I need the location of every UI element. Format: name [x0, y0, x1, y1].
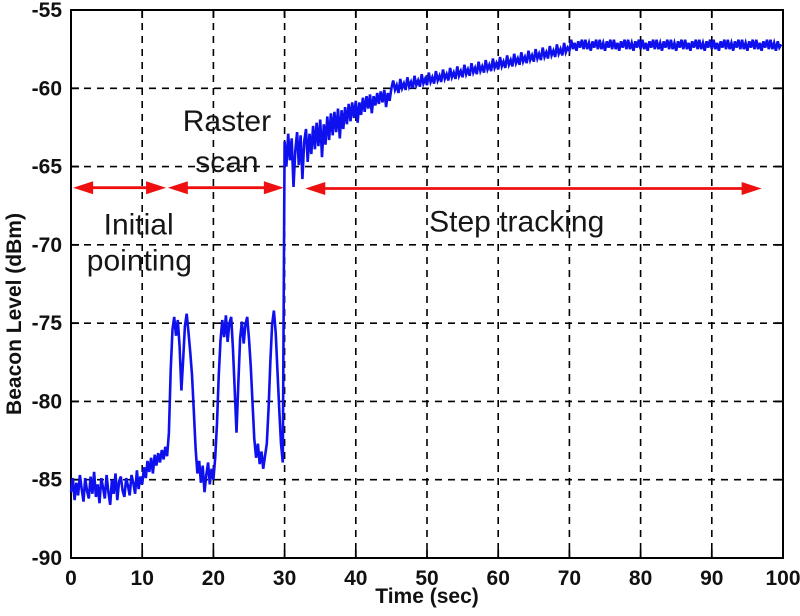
tick-marks-layer	[70, 9, 784, 559]
y-axis-tick-label: -60	[32, 77, 62, 100]
x-axis-title: Time (sec)	[375, 585, 479, 608]
y-axis-tick-label: -70	[32, 234, 62, 257]
y-axis-tick-label: -75	[32, 312, 63, 335]
y-axis-tick-label: -80	[32, 390, 62, 413]
phase-annotation-text: scan	[195, 146, 258, 179]
x-axis-tick-label: 30	[273, 567, 296, 590]
grid-layer	[71, 10, 783, 558]
x-axis-tick-label: 50	[415, 567, 438, 590]
x-axis-tick-label: 70	[558, 567, 581, 590]
phase-arrow-head-left	[73, 181, 94, 195]
phase-arrow-head-left	[305, 181, 326, 195]
x-axis-tick-label: 100	[765, 567, 800, 590]
y-axis-tick-label: -85	[32, 469, 63, 492]
beacon-trace-line	[69, 37, 783, 505]
y-axis-tick-label: -55	[32, 0, 63, 22]
phase-arrow-head-right	[146, 181, 167, 195]
x-axis-tick-label: 10	[131, 567, 154, 590]
axis-labels-layer: Time (sec) Beacon Level (dBm)	[3, 213, 479, 608]
phase-arrow-head-right	[263, 181, 284, 195]
phase-annotation-text: pointing	[87, 245, 192, 278]
phase-arrows-layer	[73, 181, 762, 195]
phase-arrow-head-left	[167, 181, 188, 195]
y-axis-tick-label: -65	[32, 156, 63, 179]
phase-annotation-text: Step tracking	[429, 205, 604, 238]
phase-annotation-text: Raster	[183, 105, 271, 138]
y-axis-tick-label: -90	[32, 547, 62, 570]
signal-trace-layer	[69, 37, 783, 505]
x-axis-tick-label: 20	[202, 567, 225, 590]
x-axis-tick-label: 80	[629, 567, 652, 590]
x-axis-tick-label: 90	[700, 567, 723, 590]
phase-arrow-head-right	[741, 181, 762, 195]
x-axis-tick-label: 60	[487, 567, 510, 590]
y-axis-title: Beacon Level (dBm)	[3, 213, 26, 415]
x-axis-tick-label: 0	[65, 567, 77, 590]
phase-annotation-text: Initial	[104, 209, 174, 242]
x-axis-tick-label: 40	[344, 567, 367, 590]
tick-labels-layer: 0 10 20 30 40 50 60 70 80 90 100 -90 -85 -80 -75 -70 -65…	[32, 0, 800, 590]
